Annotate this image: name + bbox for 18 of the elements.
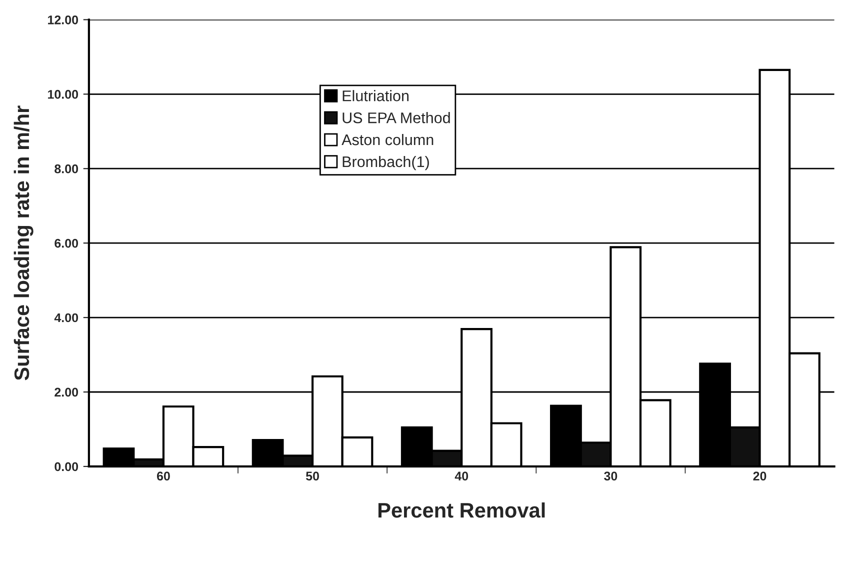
y-axis-title: Surface loading rate in m/hr [14, 106, 34, 380]
legend-label: US EPA Method [342, 112, 450, 124]
y-tick-label: 2.00 [54, 388, 78, 397]
y-tick-label: 4.00 [54, 313, 78, 322]
x-tick-label: 50 [306, 472, 319, 481]
y-tick-label: 8.00 [54, 164, 78, 174]
legend-label: Aston column [342, 134, 434, 146]
legend-label: Elutriation [342, 90, 409, 102]
legend-label: Brombach(1) [342, 156, 429, 170]
x-axis-title: Percent Removal [378, 502, 545, 518]
x-tick-label: 30 [604, 472, 618, 481]
y-tick-label: 12.00 [48, 15, 78, 24]
y-tick-label: 0.00 [54, 462, 78, 472]
x-tick-label: 20 [753, 472, 766, 481]
y-tick-label: 6.00 [54, 238, 78, 248]
y-tick-label: 10.00 [48, 90, 78, 99]
x-tick-label: 60 [156, 472, 170, 481]
x-tick-label: 40 [454, 472, 468, 481]
